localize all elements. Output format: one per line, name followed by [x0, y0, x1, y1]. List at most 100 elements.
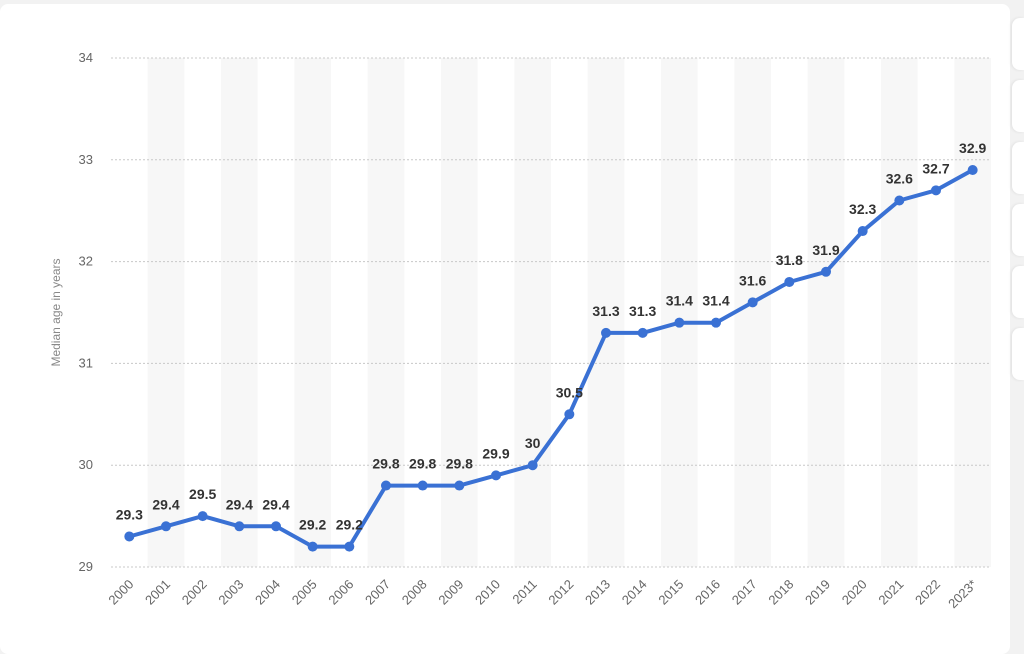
x-tick-label: 2011: [509, 577, 539, 607]
x-tick-label: 2004: [252, 577, 283, 608]
data-point: [711, 317, 721, 328]
data-point: [124, 531, 135, 542]
data-point: [344, 541, 355, 552]
y-axis-label: Median age in years: [49, 258, 63, 366]
side-tab[interactable]: [1012, 204, 1024, 256]
x-tick-label: 2014: [619, 577, 650, 608]
data-label: 29.8: [409, 456, 436, 472]
x-tick-label: 2006: [325, 577, 356, 608]
data-point: [821, 266, 831, 277]
data-point: [197, 511, 208, 522]
data-point: [637, 327, 648, 338]
data-label: 32.7: [922, 160, 949, 176]
column-band: [147, 58, 185, 567]
x-tick-label: 2021: [875, 577, 906, 608]
data-point: [417, 480, 428, 491]
x-axis-ticks: 2000 2001 2002 2003 2004 2005 2006 2007 2008 2009…: [105, 577, 979, 612]
data-point: [894, 195, 905, 206]
data-label: 31.4: [666, 293, 693, 309]
column-band: [661, 58, 698, 567]
gridlines: [111, 57, 991, 568]
side-tab[interactable]: [1012, 142, 1024, 194]
data-label: 29.5: [189, 486, 216, 502]
data-point: [931, 185, 941, 196]
x-tick-label: 2018: [765, 577, 796, 608]
side-tab[interactable]: [1012, 328, 1024, 380]
data-point: [307, 541, 318, 552]
data-label: 30: [525, 435, 541, 451]
column-band: [734, 58, 771, 567]
data-point: [857, 226, 868, 237]
column-bands: [147, 58, 991, 567]
x-tick-label: 2002: [179, 577, 210, 608]
data-label: 31.3: [629, 303, 656, 319]
column-band: [514, 58, 551, 567]
side-tab[interactable]: [1012, 266, 1024, 318]
x-tick-label: 2020: [839, 577, 870, 608]
data-point: [527, 460, 538, 471]
data-label: 31.3: [592, 303, 619, 319]
y-tick-label: 33: [79, 152, 93, 167]
x-tick-label: 2000: [105, 577, 136, 608]
y-axis-ticks: 29 30 31 32 33 34: [79, 50, 93, 574]
column-band: [367, 58, 405, 567]
x-tick-label: 2015: [655, 577, 686, 608]
x-tick-label: 2013: [582, 577, 613, 608]
column-band: [294, 58, 331, 567]
data-point: [454, 480, 465, 491]
column-band: [881, 58, 918, 567]
y-tick-label: 32: [79, 254, 93, 269]
data-point: [271, 521, 281, 532]
data-label: 31.4: [702, 293, 729, 309]
data-label: 29.2: [299, 517, 326, 533]
data-point: [601, 327, 611, 338]
x-tick-label: 2012: [545, 577, 576, 608]
x-tick-label: 2007: [362, 577, 393, 608]
data-label: 29.8: [446, 456, 473, 472]
column-band: [587, 58, 625, 567]
data-label: 29.2: [336, 517, 363, 533]
x-tick-label: 2023*: [945, 577, 980, 612]
series-line: [128, 168, 974, 549]
data-label: 29.9: [482, 445, 509, 461]
data-point: [381, 480, 391, 491]
x-tick-label: 2016: [692, 577, 723, 608]
column-band: [807, 58, 845, 567]
side-tab[interactable]: [1012, 18, 1024, 70]
data-point: [161, 521, 171, 532]
data-label: 30.5: [556, 384, 583, 400]
data-point: [784, 276, 795, 287]
x-tick-label: 2022: [912, 577, 943, 608]
data-point: [674, 317, 685, 328]
data-label: 29.8: [372, 456, 399, 472]
data-point: [491, 470, 501, 481]
data-point: [967, 164, 978, 175]
x-tick-label: 2017: [729, 577, 760, 608]
data-label: 29.4: [262, 496, 289, 512]
data-label: 32.6: [886, 171, 913, 187]
y-tick-label: 31: [79, 355, 93, 370]
y-tick-label: 29: [79, 559, 93, 574]
x-tick-label: 2019: [802, 577, 833, 608]
data-label: 32.3: [849, 201, 876, 217]
column-band: [441, 58, 478, 567]
x-tick-label: 2009: [435, 577, 466, 608]
side-tab[interactable]: [1012, 80, 1024, 132]
data-label: 32.9: [959, 140, 986, 156]
data-label: 29.4: [152, 496, 179, 512]
data-label: 31.6: [739, 272, 766, 288]
x-tick-label: 2010: [472, 577, 503, 608]
data-labels: 29.3 29.4 29.5 29.4 29.4 29.2 29.2 29.8 29.8 29.8…: [116, 140, 987, 533]
data-point: [564, 409, 575, 420]
data-label: 29.4: [226, 496, 253, 512]
data-label: 29.3: [116, 506, 143, 522]
data-points: [124, 164, 978, 552]
x-tick-label: 2003: [215, 577, 246, 608]
data-label: 31.9: [812, 242, 839, 258]
x-tick-label: 2005: [289, 577, 320, 608]
x-tick-label: 2001: [142, 577, 173, 608]
side-toolbar: [1012, 18, 1024, 390]
y-tick-label: 30: [79, 457, 93, 472]
x-tick-label: 2008: [399, 577, 430, 608]
